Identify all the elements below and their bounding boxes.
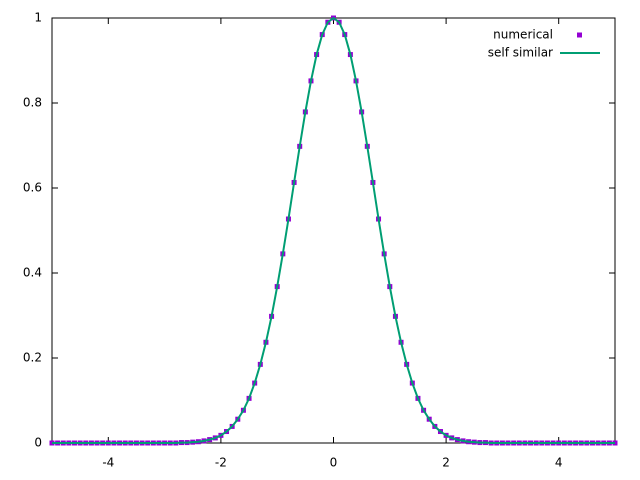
y-tick-label: 0.4 [23, 266, 42, 280]
y-tick-label: 0.2 [23, 351, 42, 365]
x-tick-label: 0 [330, 456, 338, 470]
plot-border [51, 17, 616, 444]
y-tick-label: 0.6 [23, 181, 42, 195]
legend-label: numerical [493, 28, 553, 42]
series-line [52, 16, 615, 444]
x-tick-label: 4 [555, 456, 563, 470]
x-tick-label: -2 [215, 456, 227, 470]
legend-label: self similar [488, 46, 553, 60]
x-tick-label: -4 [102, 456, 114, 470]
y-tick-label: 0.8 [23, 96, 42, 110]
x-tick-label: 2 [442, 456, 450, 470]
legend-swatch [577, 32, 582, 38]
y-tick-label: 1 [34, 11, 42, 25]
y-tick-label: 0 [34, 436, 42, 450]
